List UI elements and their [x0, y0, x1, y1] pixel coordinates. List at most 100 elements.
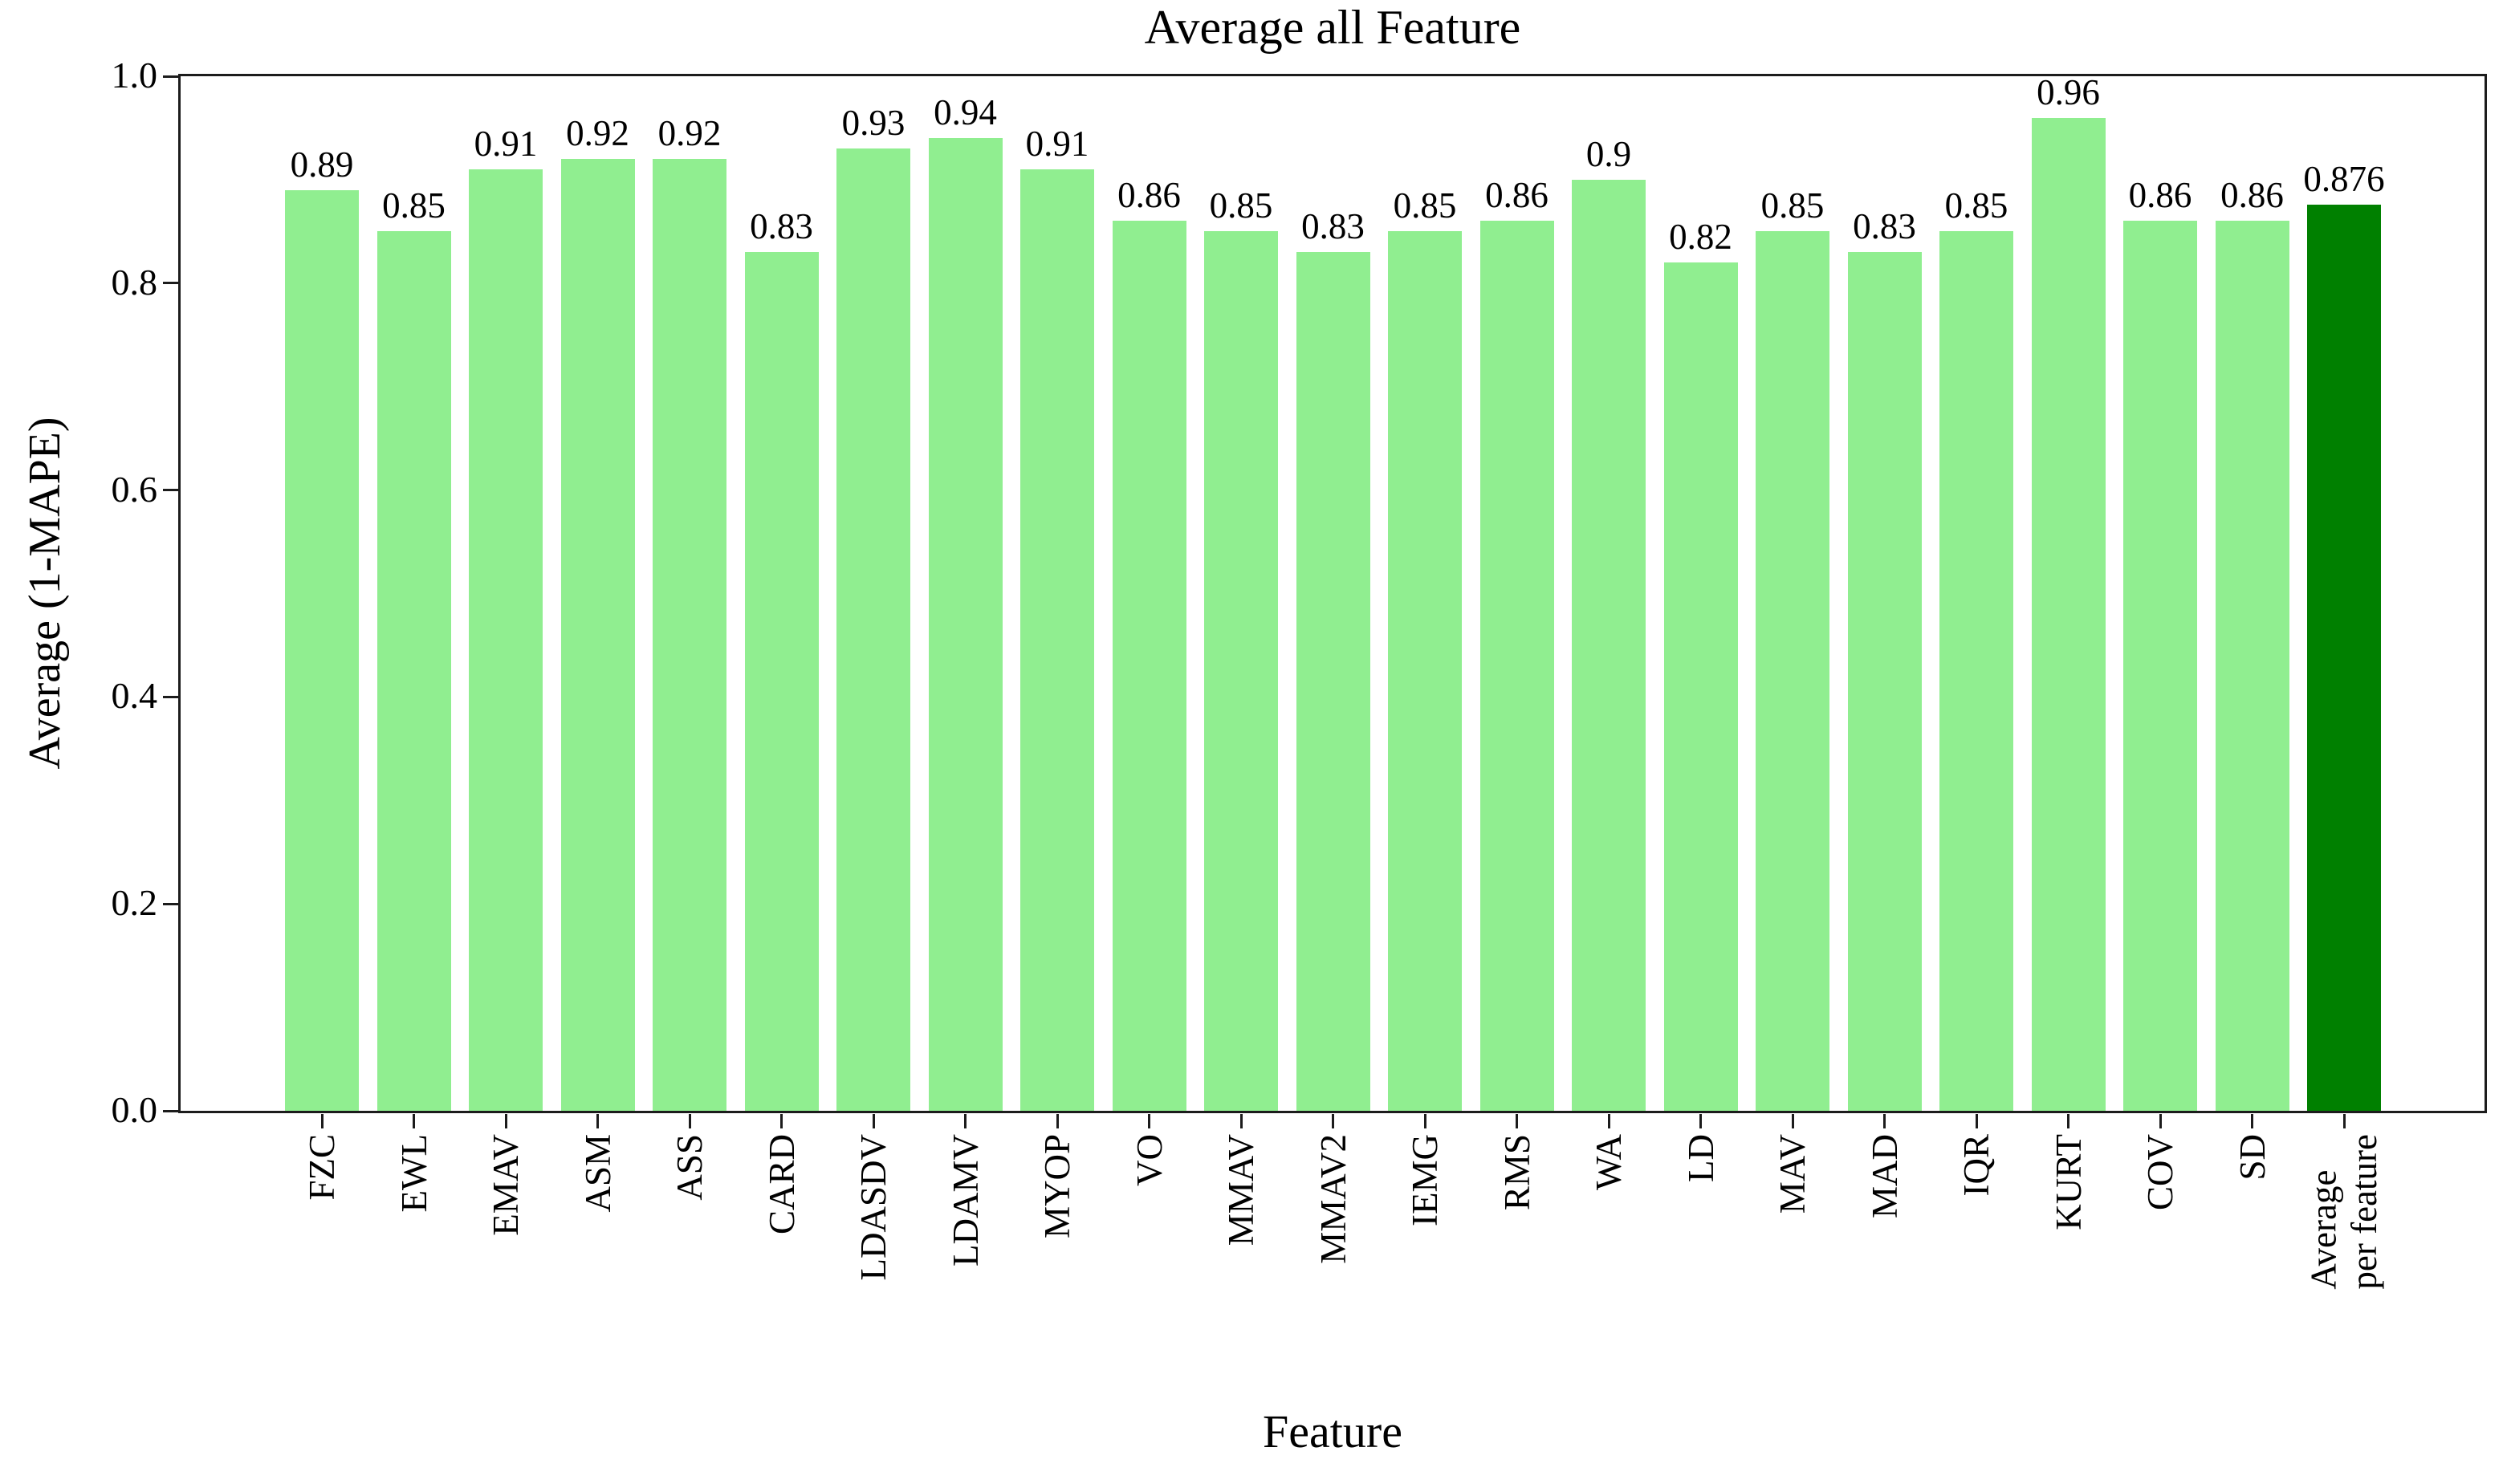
bar	[1479, 221, 1554, 1111]
x-tick-label: IEMG	[1404, 1134, 1445, 1226]
x-tick-mark	[1883, 1114, 1886, 1128]
bar	[2031, 117, 2106, 1111]
x-tick-mark	[1332, 1114, 1334, 1128]
bar	[1939, 231, 2013, 1111]
bar	[744, 252, 819, 1111]
x-axis-label: Feature	[1263, 1405, 1402, 1458]
bar	[1663, 262, 1738, 1111]
y-tick-label: 0.8	[111, 261, 158, 303]
x-tick-label: MYOP	[1036, 1134, 1077, 1239]
x-tick-mark	[1239, 1114, 1243, 1128]
y-tick-mark	[163, 695, 179, 698]
bar-value-label: 0.83	[1853, 205, 1916, 246]
x-tick-mark	[1699, 1114, 1702, 1128]
bar-value-label: 0.876	[2303, 158, 2385, 199]
x-tick-label: Average per feature	[2303, 1134, 2384, 1290]
bar-value-label: 0.93	[841, 102, 906, 143]
bar-value-label: 0.85	[1393, 185, 1457, 226]
x-tick-mark	[1975, 1114, 1978, 1128]
x-tick-mark	[1607, 1114, 1610, 1128]
x-tick-label: LD	[1680, 1134, 1721, 1182]
x-tick-mark	[1423, 1114, 1426, 1128]
bar-value-label: 0.85	[382, 185, 446, 226]
x-tick-label: KURT	[2048, 1134, 2089, 1230]
bar-value-label: 0.86	[1485, 175, 1549, 216]
x-tick-mark	[413, 1114, 415, 1128]
bar	[285, 189, 359, 1111]
x-tick-label: COV	[2139, 1134, 2180, 1211]
bar	[1020, 169, 1094, 1111]
bar-value-label: 0.83	[750, 205, 813, 246]
bar-value-label: 0.89	[290, 144, 354, 185]
x-tick-label: EMAV	[485, 1134, 526, 1236]
bar-value-label: 0.92	[657, 112, 722, 153]
y-tick-label: 0.2	[111, 882, 158, 924]
x-tick-label: ASM	[577, 1134, 618, 1213]
bar-value-label: 0.92	[566, 112, 629, 153]
x-tick-label: MAV	[1772, 1134, 1813, 1214]
x-tick-label: VO	[1129, 1134, 1170, 1186]
bar	[1204, 231, 1278, 1111]
y-axis-label: Average (1-MAPE)	[20, 417, 70, 770]
x-tick-label: WA	[1588, 1134, 1629, 1190]
x-tick-mark	[596, 1114, 599, 1128]
x-tick-mark	[504, 1114, 507, 1128]
x-tick-mark	[2251, 1114, 2253, 1128]
y-tick-mark	[163, 1109, 179, 1112]
bar-value-label: 0.82	[1669, 216, 1732, 257]
y-tick-label: 1.0	[111, 55, 158, 96]
bar	[2307, 204, 2381, 1111]
chart-title: Average all Feature	[1144, 1, 1521, 54]
y-tick-label: 0.6	[111, 468, 158, 510]
x-tick-label: CARD	[761, 1134, 802, 1235]
x-tick-mark	[1791, 1114, 1794, 1128]
bar-value-label: 0.96	[2037, 71, 2100, 112]
bar-value-label: 0.9	[1585, 133, 1632, 174]
y-tick-mark	[163, 75, 179, 78]
x-tick-mark	[964, 1114, 967, 1128]
bar	[1296, 252, 1370, 1111]
bar-value-label: 0.85	[1944, 185, 2008, 226]
x-tick-label: ASS	[669, 1134, 710, 1201]
x-tick-mark	[320, 1114, 324, 1128]
bar	[1756, 231, 1829, 1111]
x-tick-mark	[688, 1114, 691, 1128]
x-tick-label: FZC	[301, 1134, 342, 1201]
bar-value-label: 0.85	[1209, 185, 1273, 226]
bar-value-label: 0.85	[1760, 185, 1825, 226]
bar	[653, 159, 726, 1111]
x-tick-label: LDASDV	[853, 1134, 893, 1281]
bar	[376, 231, 451, 1111]
x-tick-label: MAD	[1864, 1134, 1905, 1219]
bar-value-label: 0.94	[934, 92, 997, 133]
bar-value-label: 0.83	[1301, 205, 1365, 246]
x-tick-mark	[872, 1114, 875, 1128]
bar	[1847, 252, 1922, 1111]
x-tick-mark	[2067, 1114, 2069, 1128]
x-tick-mark	[1516, 1114, 1518, 1128]
bar-value-label: 0.91	[474, 123, 538, 164]
x-tick-mark	[2342, 1114, 2346, 1128]
x-tick-mark	[2159, 1114, 2162, 1128]
bar-value-label: 0.91	[1025, 123, 1089, 164]
x-tick-label: SD	[2232, 1134, 2273, 1181]
bar	[2215, 221, 2289, 1111]
y-tick-label: 0.0	[111, 1089, 158, 1131]
x-tick-label: RMS	[1496, 1134, 1537, 1211]
bar-value-label: 0.86	[1117, 175, 1181, 216]
x-tick-mark	[780, 1114, 783, 1128]
bar	[1572, 179, 1646, 1111]
x-tick-mark	[1148, 1114, 1150, 1128]
y-tick-mark	[163, 282, 179, 285]
bar	[469, 169, 543, 1111]
bar-value-label: 0.86	[2220, 175, 2284, 216]
bar	[560, 159, 635, 1111]
y-tick-mark	[163, 902, 179, 905]
x-tick-label: MMAV	[1220, 1134, 1261, 1246]
bar	[2123, 221, 2197, 1111]
x-tick-mark	[1056, 1114, 1059, 1128]
y-tick-label: 0.4	[111, 675, 158, 717]
bar	[836, 148, 910, 1111]
x-tick-label: IQR	[1955, 1134, 1996, 1197]
